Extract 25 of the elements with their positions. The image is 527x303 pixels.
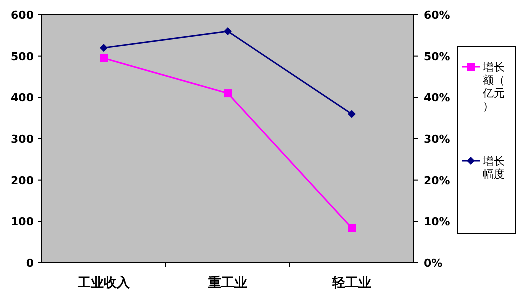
y-tick-label: 600: [11, 9, 34, 22]
point: [100, 44, 108, 52]
y2-tick-label: 20%: [424, 174, 450, 188]
y-tick-label: 300: [11, 133, 34, 146]
y2-tick-label: 0%: [424, 257, 443, 270]
point: [348, 110, 356, 118]
x-tick-label: 轻工业: [332, 276, 372, 291]
y-tick-label: 500: [11, 50, 34, 64]
legend-label: 增长幅度: [482, 155, 505, 181]
point: [224, 90, 232, 98]
legend-label: 增长额（亿元）: [482, 61, 505, 113]
y-tick-label: 200: [11, 174, 34, 188]
x-tick-label: 重工业: [208, 275, 248, 291]
y2-tick-label: 60%: [424, 9, 450, 22]
x-tick-label: 工业收入: [77, 275, 131, 291]
point: [224, 28, 232, 36]
y2-tick-label: 50%: [424, 50, 450, 64]
y2-tick-label: 10%: [424, 216, 450, 229]
y2-tick-label: 40%: [424, 92, 450, 105]
point: [100, 54, 108, 62]
y-tick-label: 100: [11, 216, 34, 229]
y-tick-label: 400: [11, 92, 34, 105]
point: [348, 224, 356, 232]
y-tick-label: 0: [26, 257, 34, 270]
y2-tick-label: 30%: [424, 133, 450, 146]
